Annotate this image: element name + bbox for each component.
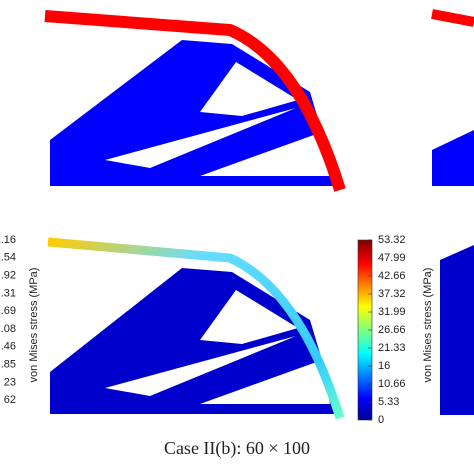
- tick-label: .31: [1, 287, 16, 299]
- tick-label: 10.66: [378, 378, 406, 390]
- top-right-partial: [431, 9, 474, 186]
- tick-label: .69: [1, 305, 16, 317]
- axis-label: von Mises stress (MPa): [28, 268, 40, 383]
- bottom-structure: [47, 237, 345, 420]
- tick-label: .92: [1, 270, 16, 282]
- tick-label: 23: [4, 376, 16, 388]
- tick-label: 62: [4, 394, 16, 406]
- tick-label: 53.32: [378, 234, 406, 246]
- bottom-right-partial: [440, 245, 474, 415]
- tick-label: 47.99: [378, 252, 406, 264]
- tick-label: 1.54: [0, 252, 16, 264]
- tick-label: .46: [1, 341, 16, 353]
- top-structure: [44, 10, 346, 192]
- tick-label: .08: [1, 323, 16, 335]
- tick-label: 37.32: [378, 288, 406, 300]
- tick-label: 31.99: [378, 306, 406, 318]
- tick-label: 21.33: [378, 342, 406, 354]
- tick-label: 26.66: [378, 324, 406, 336]
- tick-label: 0: [378, 414, 384, 426]
- tick-label: 1.16: [0, 234, 16, 246]
- tick-label: .85: [1, 359, 16, 371]
- tick-label: 42.66: [378, 270, 406, 282]
- tick-label: 16: [378, 360, 390, 372]
- caption: Case II(b): 60 × 100: [164, 438, 310, 459]
- tick-label: 5.33: [378, 396, 399, 408]
- colorbar-title: von Mises stress (MPa): [422, 268, 434, 383]
